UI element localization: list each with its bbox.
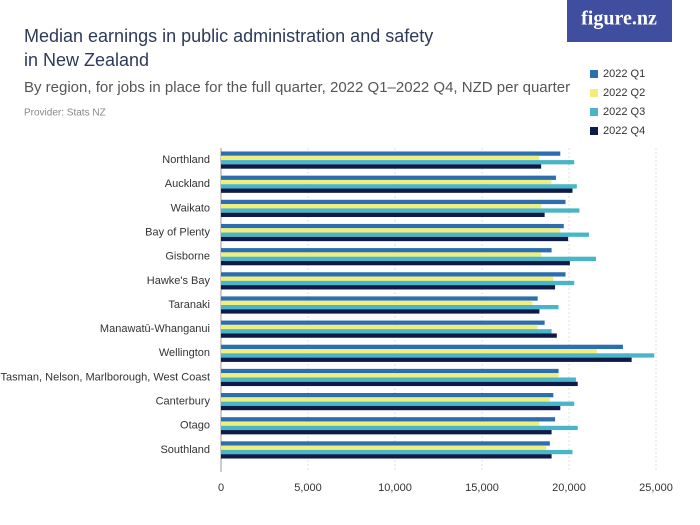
bar [221, 184, 577, 189]
bar [221, 430, 552, 435]
bar [221, 324, 538, 330]
bar [221, 276, 554, 281]
x-tick-label: 15,000 [465, 482, 499, 494]
bar [221, 204, 542, 209]
legend-label: 2022 Q4 [603, 125, 645, 137]
bar [221, 377, 576, 382]
bar [221, 368, 559, 374]
x-tick-label: 25,000 [639, 482, 673, 494]
y-tick-label: Gisborne [165, 251, 210, 263]
chart-title: in New Zealand [24, 50, 149, 70]
legend-swatch [590, 70, 598, 78]
y-tick-label: Bay of Plenty [145, 226, 210, 238]
y-tick-label: Southland [160, 444, 210, 456]
bar [221, 329, 552, 334]
bar [221, 164, 542, 169]
bar [221, 260, 570, 266]
bar [221, 280, 575, 286]
x-tick-label: 5,000 [294, 482, 322, 494]
bar [221, 223, 564, 229]
bar [221, 300, 533, 305]
bar [221, 309, 540, 314]
y-tick-label: Otago [180, 420, 210, 432]
bar [221, 441, 550, 446]
bar [221, 232, 590, 237]
y-tick-label: Northland [162, 154, 210, 166]
x-tick-label: 20,000 [552, 482, 586, 494]
logo: figure.nz [581, 8, 657, 30]
bar [221, 381, 578, 387]
bar [221, 228, 561, 233]
bar [221, 272, 566, 277]
x-tick-label: 0 [218, 482, 224, 494]
bar [221, 212, 545, 217]
bar [221, 175, 556, 180]
bar [221, 333, 557, 338]
y-tick-label: Hawke's Bay [147, 275, 211, 287]
y-tick-label: Taranaki [168, 299, 210, 311]
bar [221, 405, 561, 411]
bar [221, 188, 573, 193]
chart-title: Median earnings in public administration… [24, 26, 433, 46]
bar [221, 421, 540, 426]
y-tick-label: Tasman, Nelson, Marlborough, West Coast [1, 371, 211, 383]
bar [221, 353, 655, 358]
bar [221, 285, 556, 290]
legend-swatch [590, 89, 598, 97]
bar [221, 449, 573, 455]
bar [221, 425, 578, 431]
bar [221, 252, 542, 257]
bar [221, 417, 556, 422]
y-tick-label: Manawatū-Whanganui [100, 323, 210, 335]
bar [221, 208, 580, 213]
provider: Provider: Stats NZ [24, 108, 106, 119]
bar [221, 179, 552, 185]
y-tick-label: Auckland [165, 178, 210, 190]
y-tick-label: Waikato [171, 202, 210, 214]
bar [221, 344, 623, 350]
x-tick-label: 10,000 [378, 482, 412, 494]
bar [221, 401, 575, 406]
bar [221, 445, 547, 450]
logo-box [567, 0, 672, 42]
legend-label: 2022 Q3 [603, 106, 645, 118]
bar [221, 305, 559, 310]
y-tick-label: Canterbury [156, 396, 211, 408]
legend-swatch [590, 127, 598, 135]
bar [221, 160, 575, 165]
subtitle: By region, for jobs in place for the ful… [24, 79, 570, 96]
bar [221, 199, 566, 205]
bar [221, 393, 554, 398]
y-tick-label: Wellington [159, 347, 210, 359]
bar [221, 349, 597, 354]
bar [221, 155, 540, 161]
bar [221, 357, 632, 362]
bar [221, 236, 569, 242]
bar [221, 296, 538, 301]
bar [221, 248, 552, 253]
bar [221, 454, 552, 459]
bar [221, 373, 559, 378]
legend-label: 2022 Q1 [603, 68, 645, 80]
bar [221, 256, 596, 261]
bar [221, 151, 561, 156]
legend-label: 2022 Q2 [603, 87, 645, 99]
legend-swatch [590, 108, 598, 116]
bar [221, 397, 550, 402]
bar [221, 320, 545, 325]
